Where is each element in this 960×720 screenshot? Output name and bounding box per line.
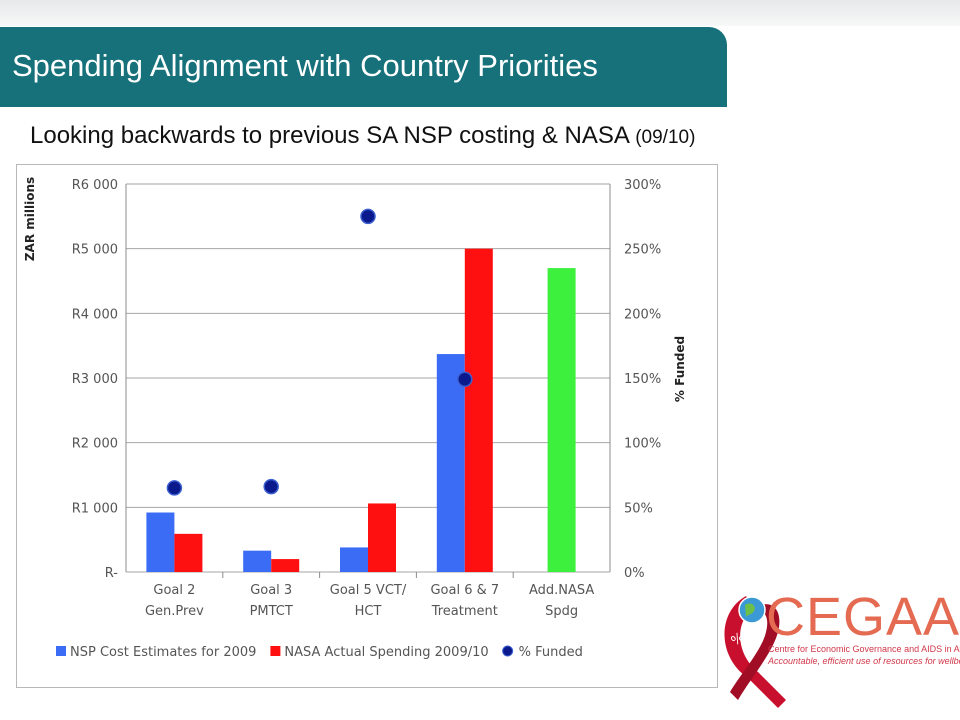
- funded-point: [166, 480, 183, 496]
- spending-chart: R6 000 R5 000 R4 000 R3 000 R2 000 R1 000 R- 30…: [23, 177, 687, 660]
- legend-swatch: [270, 646, 281, 656]
- y-tick-label: R6 000: [72, 178, 118, 193]
- logo-tagline-motto: Accountable, efficient use of resources …: [768, 656, 960, 666]
- bar: [243, 550, 272, 572]
- x-tick-label: HCT: [355, 604, 382, 619]
- page-title: Spending Alignment with Country Prioriti…: [12, 48, 598, 83]
- chart-frame: [16, 164, 718, 688]
- y-tick-label: R1 000: [72, 501, 118, 516]
- bar: [174, 533, 203, 572]
- top-band: [0, 0, 960, 26]
- y2-axis-title: % Funded: [673, 336, 687, 402]
- y2-tick-label: 50%: [624, 501, 653, 516]
- subtitle-suffix: (09/10): [635, 127, 696, 148]
- funded-point: [360, 208, 376, 225]
- y-axis-title: ZAR millions: [23, 177, 37, 261]
- bar: [547, 268, 576, 572]
- funded-point: [457, 371, 473, 388]
- legend-swatch: [56, 646, 66, 656]
- bar: [368, 503, 396, 572]
- y-tick-label: R2 000: [72, 437, 118, 452]
- x-tick-label: Add.NASA: [529, 583, 594, 598]
- bar: [436, 354, 465, 572]
- x-tick-label: Gen.Prev: [145, 604, 204, 619]
- x-tick-label: Goal 5 VCT/: [330, 583, 407, 598]
- y-tick-label: R-: [105, 566, 119, 581]
- y-tick-label: R4 000: [72, 307, 118, 322]
- y2-tick-label: 0%: [624, 566, 645, 581]
- x-tick-label: Spdg: [545, 604, 578, 619]
- bar: [464, 248, 493, 572]
- y2-tick-label: 300%: [624, 178, 661, 193]
- legend-marker: [502, 645, 514, 657]
- x-tick-label: PMTCT: [250, 604, 293, 619]
- legend-label: NASA Actual Spending 2009/10: [284, 645, 488, 660]
- subtitle-main: Looking backwards to previous SA NSP cos…: [30, 122, 629, 149]
- x-tick-label: Treatment: [431, 604, 498, 619]
- y-tick-label: R5 000: [72, 243, 118, 258]
- funded-point: [263, 478, 279, 495]
- y2-tick-label: 100%: [624, 437, 661, 452]
- y2-tick-label: 150%: [624, 372, 661, 387]
- bar: [340, 547, 368, 572]
- y2-tick-label: 200%: [624, 307, 661, 322]
- legend-label: NSP Cost Estimates for 2009: [70, 645, 256, 660]
- title-bar: [0, 27, 727, 107]
- x-tick-label: Goal 2: [153, 583, 195, 598]
- logo-name: CEGAA: [766, 587, 960, 647]
- red-ribbon-globe-icon: %: [724, 596, 786, 708]
- y2-tick-label: 250%: [624, 243, 661, 258]
- bar: [271, 559, 300, 572]
- legend-label: % Funded: [519, 645, 583, 660]
- x-tick-label: Goal 6 & 7: [430, 583, 499, 598]
- x-tick-label: Goal 3: [250, 583, 292, 598]
- logo-tagline-org: Centre for Economic Governance and AIDS …: [768, 644, 960, 654]
- subtitle: Looking backwards to previous SA NSP cos…: [30, 122, 695, 150]
- bar: [146, 512, 175, 572]
- y-tick-label: R3 000: [72, 372, 118, 387]
